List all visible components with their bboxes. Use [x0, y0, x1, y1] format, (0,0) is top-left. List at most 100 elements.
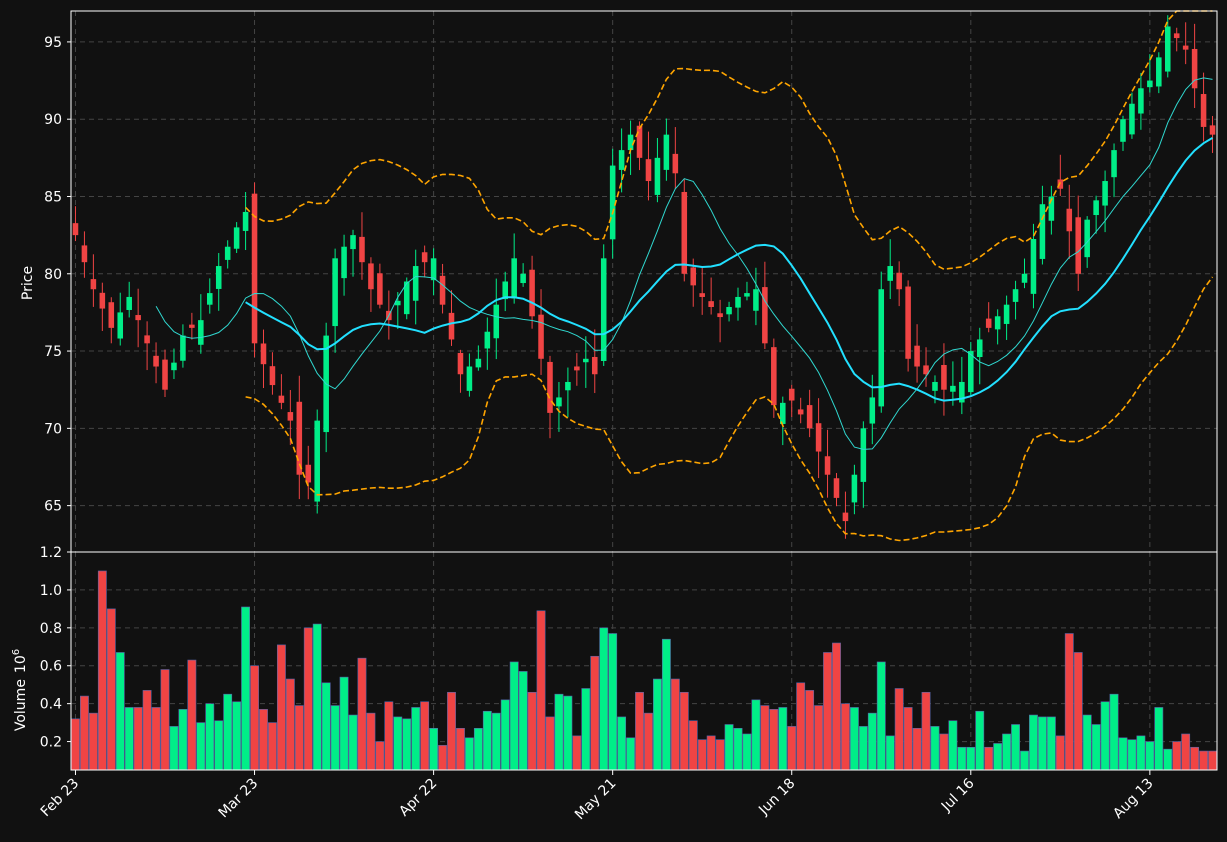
- candle: [117, 292, 124, 346]
- candle-body: [242, 211, 249, 231]
- volume-bar: [912, 727, 922, 771]
- volume-bar: [778, 707, 788, 771]
- volume-bar: [366, 712, 376, 771]
- candle-body: [618, 150, 625, 170]
- volume-bar: [429, 727, 439, 771]
- candle: [377, 263, 383, 309]
- volume-bar: [903, 707, 913, 771]
- candle: [189, 312, 195, 340]
- volume-bar: [151, 707, 161, 771]
- candle: [72, 206, 79, 242]
- candle: [99, 282, 106, 331]
- volume-bar: [688, 720, 698, 771]
- price-indicator-lines: [155, 10, 1214, 542]
- candle: [923, 347, 929, 387]
- candle: [135, 288, 141, 348]
- volume-bar: [805, 690, 815, 771]
- candle-body: [1057, 179, 1064, 189]
- candle: [421, 245, 428, 278]
- volume-bar: [420, 701, 430, 771]
- volume-bar: [787, 726, 797, 771]
- volume-bar: [142, 690, 152, 771]
- candle: [941, 343, 947, 416]
- candle: [287, 390, 294, 445]
- candle-body: [636, 125, 643, 158]
- volume-axis-label: Volume 106: [11, 649, 29, 731]
- volume-bar: [984, 746, 994, 771]
- volume-bar: [393, 716, 403, 771]
- candle: [278, 374, 285, 410]
- volume-bar: [357, 657, 367, 771]
- candle: [735, 287, 741, 321]
- volume-bar: [975, 710, 985, 771]
- volume-bar: [223, 693, 233, 771]
- candle-body: [851, 474, 858, 503]
- price-tick-label: 70: [44, 421, 62, 437]
- candle: [1075, 195, 1082, 291]
- candle-body: [412, 266, 419, 301]
- candle-body: [994, 316, 1001, 330]
- volume-bar: [268, 722, 277, 771]
- volume-bar: [482, 710, 492, 771]
- volume-bar: [894, 688, 904, 771]
- volume-bar: [867, 712, 877, 771]
- candle: [1102, 170, 1108, 233]
- candle-body: [430, 258, 437, 281]
- candle: [914, 324, 920, 383]
- candle-body: [72, 223, 79, 236]
- candle-body: [1173, 33, 1180, 39]
- volume-tick-label: 0.2: [40, 735, 62, 751]
- volume-bar: [849, 707, 859, 771]
- volume-bar: [1109, 693, 1119, 771]
- candle-body: [1012, 289, 1019, 302]
- candle: [797, 397, 804, 424]
- candle-body: [1066, 208, 1073, 232]
- candle: [1048, 185, 1055, 235]
- volume-tick-label: 1.2: [40, 545, 62, 561]
- candle: [574, 353, 580, 386]
- candle-body: [403, 281, 410, 315]
- volume-bar: [769, 709, 779, 771]
- candle-body: [215, 266, 222, 289]
- candle-body: [305, 464, 312, 483]
- volume-bar: [635, 691, 644, 771]
- volume-bar: [1127, 739, 1137, 771]
- candle-body: [206, 293, 213, 305]
- candle-body: [771, 347, 777, 406]
- candle-body: [1191, 48, 1198, 89]
- candle: [511, 233, 517, 304]
- candle-body: [448, 312, 455, 340]
- candle: [824, 429, 831, 498]
- candle-body: [395, 300, 401, 306]
- candle-body: [278, 395, 285, 403]
- volume-bar: [124, 707, 134, 771]
- candle-body: [1084, 219, 1090, 258]
- candle: [833, 473, 840, 507]
- volume-bar: [509, 661, 519, 771]
- volume-bar: [832, 642, 841, 771]
- volume-bar: [841, 703, 850, 771]
- candle-body: [788, 388, 795, 401]
- candle-body: [985, 318, 992, 328]
- candle: [950, 361, 956, 406]
- candle-body: [708, 301, 714, 308]
- candle-body: [976, 339, 983, 358]
- volume-bar: [670, 678, 680, 771]
- candle-body: [153, 355, 159, 367]
- candle-body: [869, 397, 876, 424]
- candle: [842, 491, 849, 539]
- volume-bar: [169, 726, 179, 771]
- candle: [448, 290, 455, 346]
- candle: [1156, 52, 1162, 94]
- candle: [457, 349, 464, 393]
- candle-body: [600, 258, 607, 362]
- candle: [439, 263, 446, 314]
- volume-tick-label: 0.6: [40, 659, 62, 675]
- candle: [699, 267, 705, 315]
- candle: [636, 121, 643, 171]
- volume-bar: [563, 695, 573, 771]
- volume-tick-label: 1.0: [40, 583, 62, 599]
- volume-bar: [518, 671, 528, 771]
- volume-bar: [411, 707, 421, 771]
- volume-bar: [214, 720, 224, 771]
